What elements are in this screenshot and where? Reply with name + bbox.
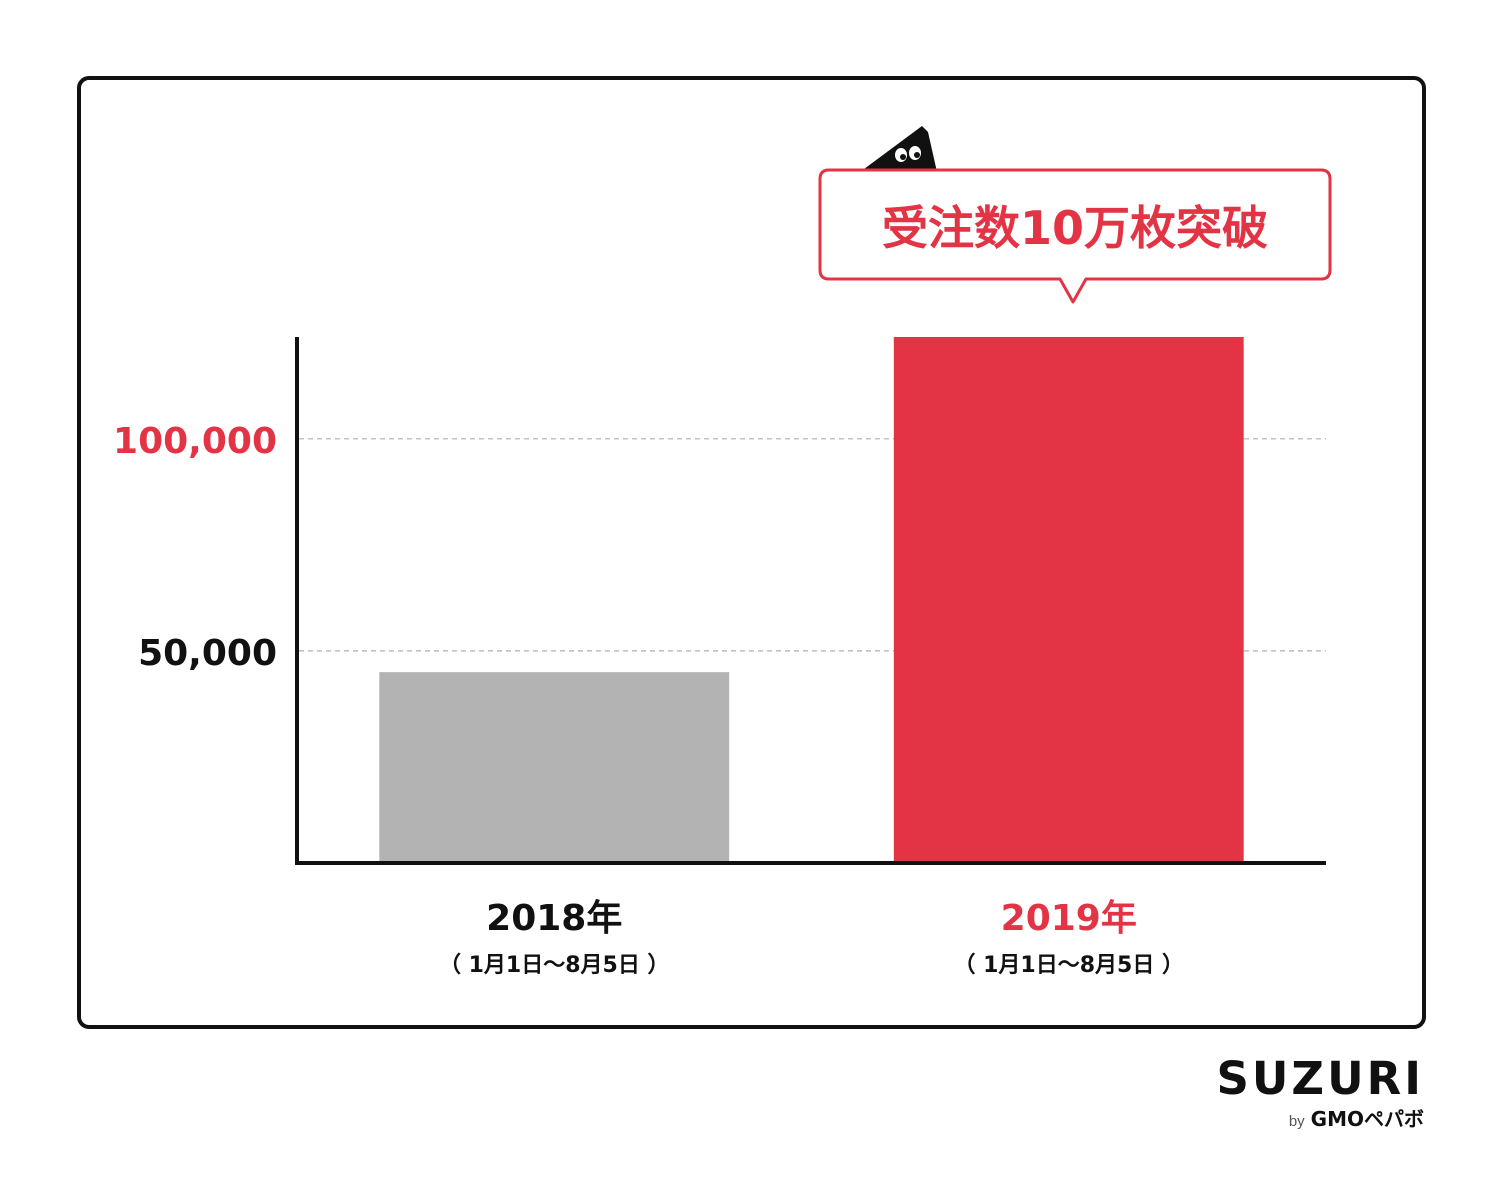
brand-company: GMOペパボ xyxy=(1310,1107,1424,1131)
x-tick-label: 2019年 xyxy=(1001,898,1137,939)
chart-frame xyxy=(77,76,1426,1029)
x-tick-labels: 2018年 （ 1月1日〜8月5日 ） 2019年 （ 1月1日〜8月5日 ） xyxy=(439,898,1184,978)
annotation-callout: 受注数10万枚突破 xyxy=(818,168,1332,304)
axes xyxy=(295,337,1326,865)
brand-logo: SUZURI by GMOペパボ xyxy=(1216,1055,1424,1134)
x-tick-label: 2018年 xyxy=(486,898,622,939)
bar xyxy=(893,337,1244,863)
bars xyxy=(379,337,1244,863)
brand-name: SUZURI xyxy=(1216,1052,1424,1105)
brand-subline: by GMOペパボ xyxy=(1216,1107,1424,1134)
y-tick-labels: 50,000 100,000 xyxy=(113,421,277,674)
brand-by: by xyxy=(1288,1113,1305,1130)
bar xyxy=(379,672,730,863)
x-tick-sublabel: （ 1月1日〜8月5日 ） xyxy=(953,953,1184,978)
y-tick-label: 100,000 xyxy=(113,421,277,462)
x-tick-sublabel: （ 1月1日〜8月5日 ） xyxy=(439,953,670,978)
mascot-icon xyxy=(860,126,937,172)
annotation-text: 受注数10万枚突破 xyxy=(882,201,1268,255)
y-tick-label: 50,000 xyxy=(138,633,277,674)
